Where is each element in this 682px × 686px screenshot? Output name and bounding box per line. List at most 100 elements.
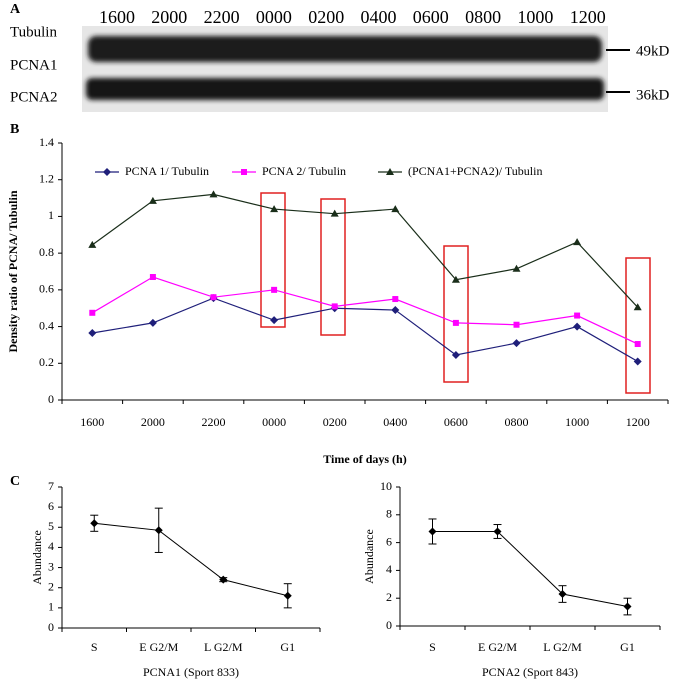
x-tick-label: 0600 xyxy=(444,415,468,429)
y-tick-label: 5 xyxy=(48,519,54,533)
x-axis-label: PCNA1 (Sport 833) xyxy=(143,665,239,679)
y-axis-label: Density ratio of PCNA/ Tubulin xyxy=(6,190,20,352)
y-tick-label: 0.4 xyxy=(39,318,54,332)
y-tick-label: 2 xyxy=(48,579,54,593)
lane-label: 1000 xyxy=(517,7,553,27)
x-tick-label: 1000 xyxy=(565,415,589,429)
x-axis-label: PCNA2 (Sport 843) xyxy=(482,665,578,679)
x-tick-label: S xyxy=(429,640,436,654)
y-tick-label: 3 xyxy=(48,559,54,573)
lane-label: 0000 xyxy=(256,7,292,27)
lane-label: 1600 xyxy=(99,7,135,27)
marker xyxy=(451,275,460,283)
blot-band xyxy=(88,36,602,62)
y-axis-label: Abundance xyxy=(30,530,44,585)
lane-label: 0200 xyxy=(308,7,344,27)
legend-label: (PCNA1+PCNA2)/ Tubulin xyxy=(408,164,542,178)
marker xyxy=(148,318,157,327)
x-tick-label: L G2/M xyxy=(204,640,243,654)
row-label: PCNA2 xyxy=(10,89,58,105)
marker xyxy=(573,322,582,331)
marker xyxy=(573,238,582,246)
marker xyxy=(452,319,459,326)
y-tick-label: 4 xyxy=(48,539,54,553)
x-tick-label: 1200 xyxy=(626,415,650,429)
marker xyxy=(283,591,292,600)
blot-band xyxy=(86,78,604,100)
marker xyxy=(633,303,642,311)
x-tick-label: 2200 xyxy=(202,415,226,429)
marker xyxy=(391,205,400,213)
x-tick-label: S xyxy=(91,640,98,654)
y-tick-label: 10 xyxy=(380,479,392,493)
x-tick-label: G1 xyxy=(280,640,295,654)
marker xyxy=(633,357,642,366)
x-tick-label: 0200 xyxy=(323,415,347,429)
marker xyxy=(330,209,339,217)
x-axis-label: Time of days (h) xyxy=(323,452,406,466)
highlight-box xyxy=(320,198,346,336)
marker xyxy=(270,316,279,325)
x-tick-label: 0400 xyxy=(383,415,407,429)
lane-label: 2000 xyxy=(151,7,187,27)
marker xyxy=(148,196,157,204)
lane-label: 2200 xyxy=(204,7,240,27)
panel-label: B xyxy=(10,122,19,137)
x-tick-label: E G2/M xyxy=(478,640,517,654)
panel-label: C xyxy=(10,474,20,489)
marker xyxy=(209,190,218,198)
y-tick-label: 0.6 xyxy=(39,282,54,296)
y-tick-label: 7 xyxy=(48,479,54,493)
marker xyxy=(88,240,97,248)
marker xyxy=(634,341,641,348)
marker xyxy=(270,205,279,213)
lane-label: 0800 xyxy=(465,7,501,27)
marker xyxy=(428,527,437,536)
marker xyxy=(493,527,502,536)
x-tick-label: 2000 xyxy=(141,415,165,429)
y-tick-label: 1 xyxy=(48,600,54,614)
lane-label: 0400 xyxy=(361,7,397,27)
marker xyxy=(512,264,521,272)
x-tick-label: 0000 xyxy=(262,415,286,429)
marker xyxy=(90,519,99,528)
highlight-box xyxy=(260,192,286,328)
series-line xyxy=(91,193,639,308)
x-tick-label: E G2/M xyxy=(139,640,178,654)
y-axis-label: Abundance xyxy=(362,529,376,584)
y-tick-label: 2 xyxy=(386,590,392,604)
marker xyxy=(512,339,521,348)
legend-label: PCNA 1/ Tubulin xyxy=(125,164,209,178)
marker xyxy=(451,351,460,360)
marker xyxy=(154,526,163,535)
marker xyxy=(103,168,111,176)
y-tick-label: 0 xyxy=(386,618,392,632)
y-tick-label: 1 xyxy=(48,208,54,222)
y-tick-label: 8 xyxy=(386,507,392,521)
y-tick-label: 0.2 xyxy=(39,355,54,369)
y-tick-label: 1.4 xyxy=(39,135,54,149)
y-tick-label: 6 xyxy=(386,534,392,548)
marker xyxy=(149,274,156,281)
marker xyxy=(241,169,247,175)
marker xyxy=(271,286,278,293)
marker xyxy=(331,303,338,310)
highlight-box xyxy=(443,245,469,383)
panel-label: A xyxy=(10,2,21,17)
marker xyxy=(391,306,400,315)
lane-label: 0600 xyxy=(413,7,449,27)
row-label: Tubulin xyxy=(10,24,57,40)
series-line xyxy=(91,276,638,345)
lane-label: 1200 xyxy=(570,7,606,27)
x-tick-label: 0800 xyxy=(505,415,529,429)
marker xyxy=(392,296,399,303)
y-tick-label: 0 xyxy=(48,620,54,634)
y-tick-label: 4 xyxy=(386,562,392,576)
marker xyxy=(513,321,520,328)
x-tick-label: 1600 xyxy=(80,415,104,429)
series-line xyxy=(94,522,288,597)
y-tick-label: 6 xyxy=(48,499,54,513)
size-marker: 36kD xyxy=(636,87,670,103)
row-label: PCNA1 xyxy=(10,57,58,73)
